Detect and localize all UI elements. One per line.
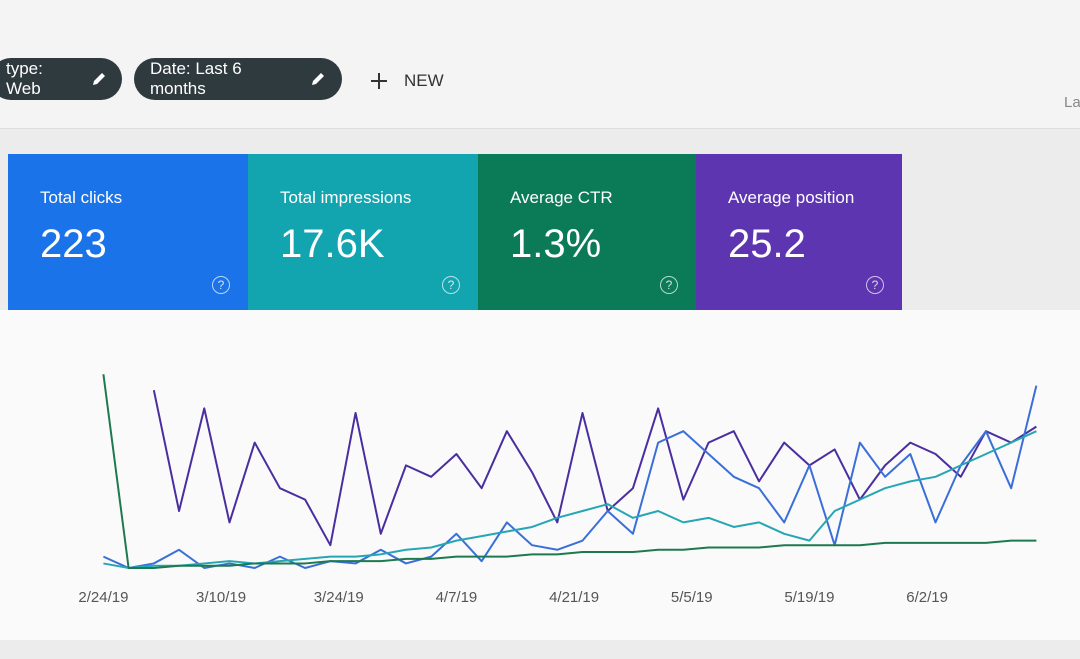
metric-card[interactable]: Average position 25.2? (696, 154, 902, 310)
series-line (152, 389, 1037, 547)
x-tick-label: 3/10/19 (196, 589, 246, 606)
new-button[interactable]: NEW (368, 70, 444, 92)
x-tick-label: 4/7/19 (436, 589, 478, 606)
help-icon[interactable]: ? (660, 276, 678, 294)
series-line (102, 374, 1037, 569)
x-tick-label: 6/2/19 (906, 589, 948, 606)
edit-icon (92, 73, 105, 85)
card-label: Total impressions (280, 188, 412, 207)
series-line (103, 430, 1037, 569)
chart: 2/24/19 3/10/19 3/24/19 4/7/19 4/21/19 5/5/19… (78, 374, 1038, 606)
metric-card[interactable]: Total clicks 223? (8, 154, 248, 310)
metric-card[interactable]: Total impressions 17.6K? (248, 154, 478, 310)
x-tick-label: 5/5/19 (671, 589, 713, 606)
new-label: NEW (404, 71, 444, 90)
card-label: Total clicks (40, 188, 123, 207)
help-icon[interactable]: ? (866, 276, 884, 294)
chart-area: 2/24/19 3/10/19 3/24/19 4/7/19 4/21/19 5/5/19… (0, 310, 1080, 640)
filter-chip[interactable]: Date: Last 6 months (134, 58, 342, 100)
chip-label: Date: Last 6 months (150, 59, 242, 98)
card-value: 25.2 (728, 222, 806, 266)
toolbar: type: Web Date: Last 6 months NEW La (0, 0, 1080, 129)
card-label: Average CTR (510, 188, 613, 207)
card-value: 17.6K (280, 222, 385, 266)
metric-card[interactable]: Average CTR 1.3%? (478, 154, 696, 310)
x-tick-label: 5/19/19 (784, 589, 834, 606)
card-value: 1.3% (510, 222, 602, 266)
card-label: Average position (728, 188, 855, 207)
plus-icon (371, 73, 387, 89)
chip-label: type: Web (6, 59, 43, 98)
x-tick-label: 2/24/19 (78, 589, 128, 606)
x-tick-label: 4/21/19 (549, 589, 599, 606)
help-icon[interactable]: ? (212, 276, 230, 294)
card-value: 223 (40, 222, 107, 266)
x-tick-label: 3/24/19 (314, 589, 364, 606)
help-icon[interactable]: ? (442, 276, 460, 294)
series-line (102, 385, 1038, 569)
edit-icon (312, 73, 325, 85)
filter-chip[interactable]: type: Web (0, 58, 122, 100)
corner-text: La (1064, 94, 1080, 111)
